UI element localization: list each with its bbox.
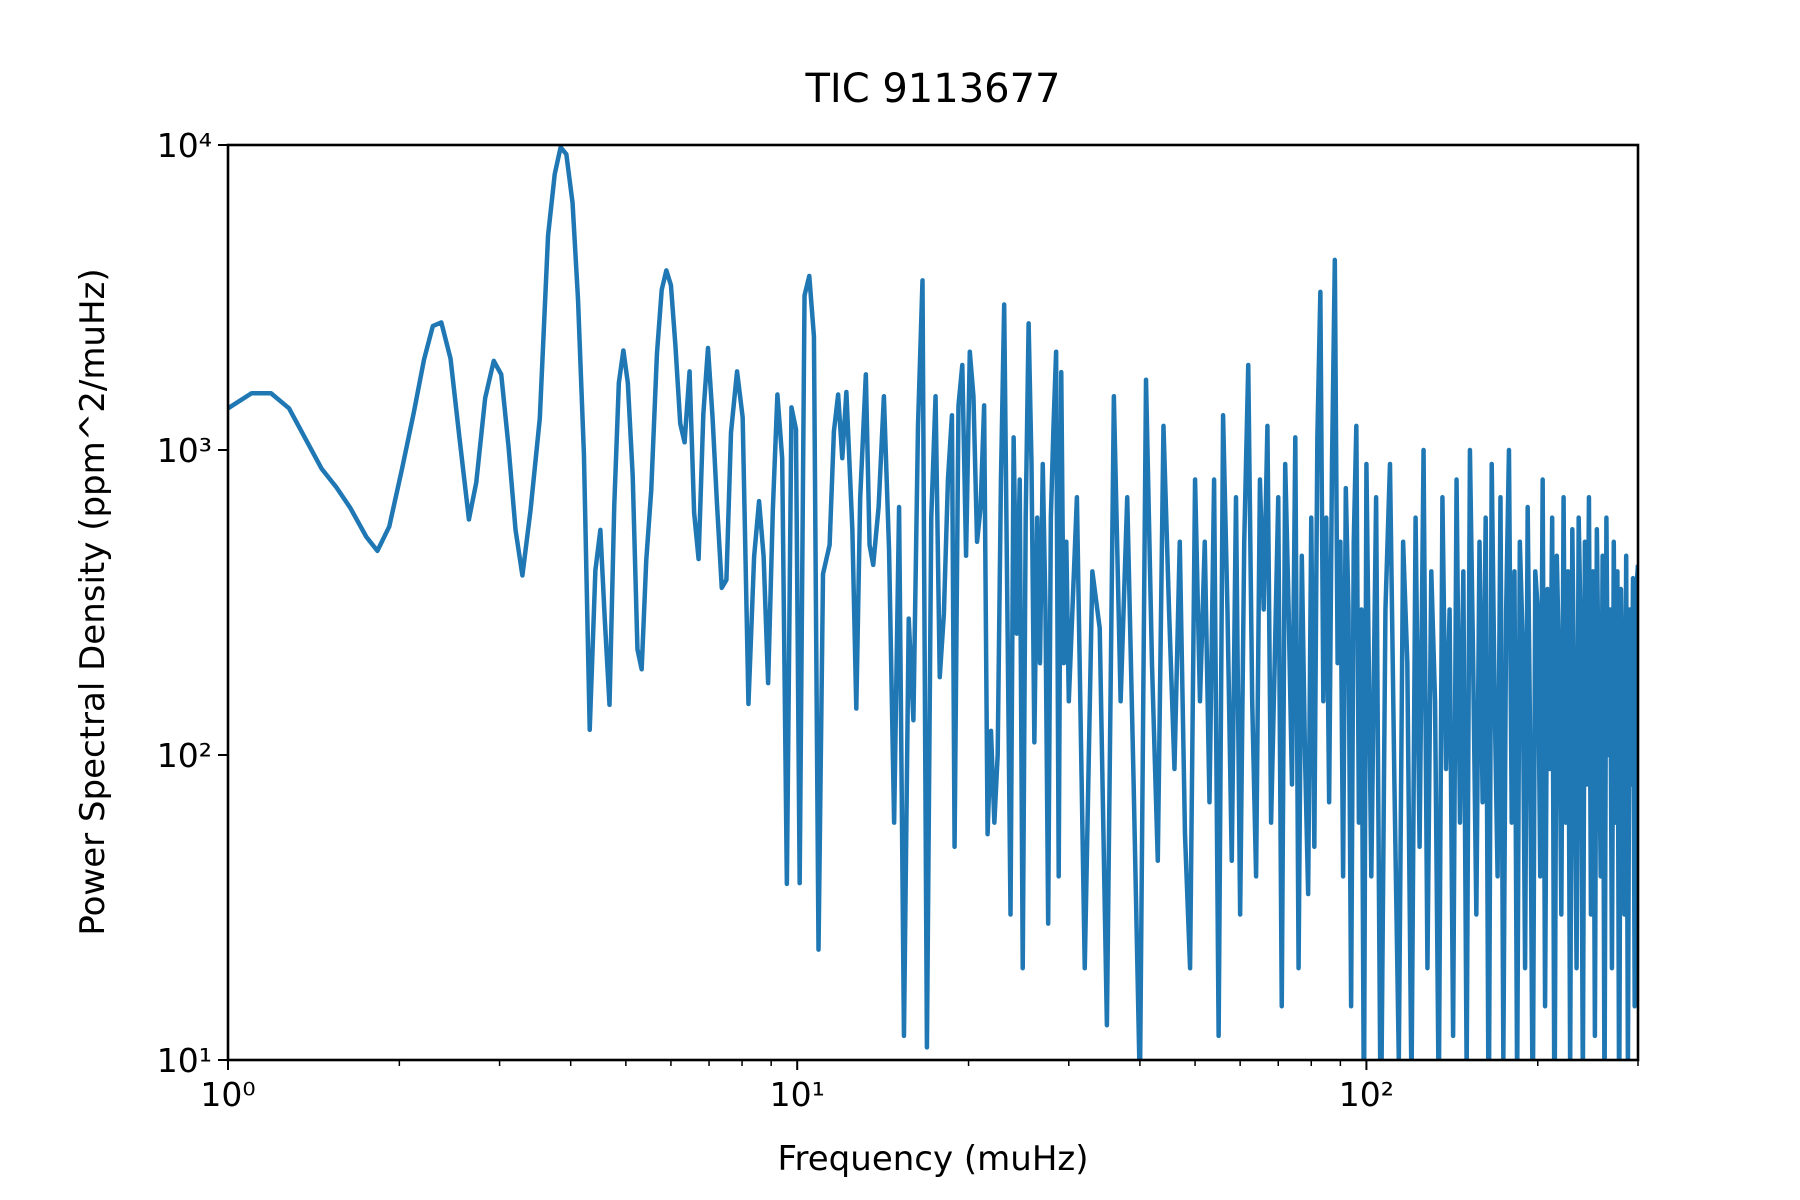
y-tick-label: 10³ [157,431,212,470]
spectrum-line [228,145,1638,1060]
chart-title: TIC 9113677 [804,66,1060,112]
plot-area [228,145,1638,1060]
y-axis-label: Power Spectral Density (ppm^2/muHz) [73,268,113,935]
x-axis-label: Frequency (muHz) [777,1139,1088,1179]
plot-frame [226,143,1640,1062]
x-tick-label: 10⁰ [200,1075,255,1114]
y-tick-label: 10² [157,736,212,775]
y-tick-label: 10¹ [157,1041,212,1080]
x-tick-label: 10² [1339,1075,1394,1114]
x-tick-label: 10¹ [770,1075,825,1114]
y-tick-label: 10⁴ [157,126,212,165]
